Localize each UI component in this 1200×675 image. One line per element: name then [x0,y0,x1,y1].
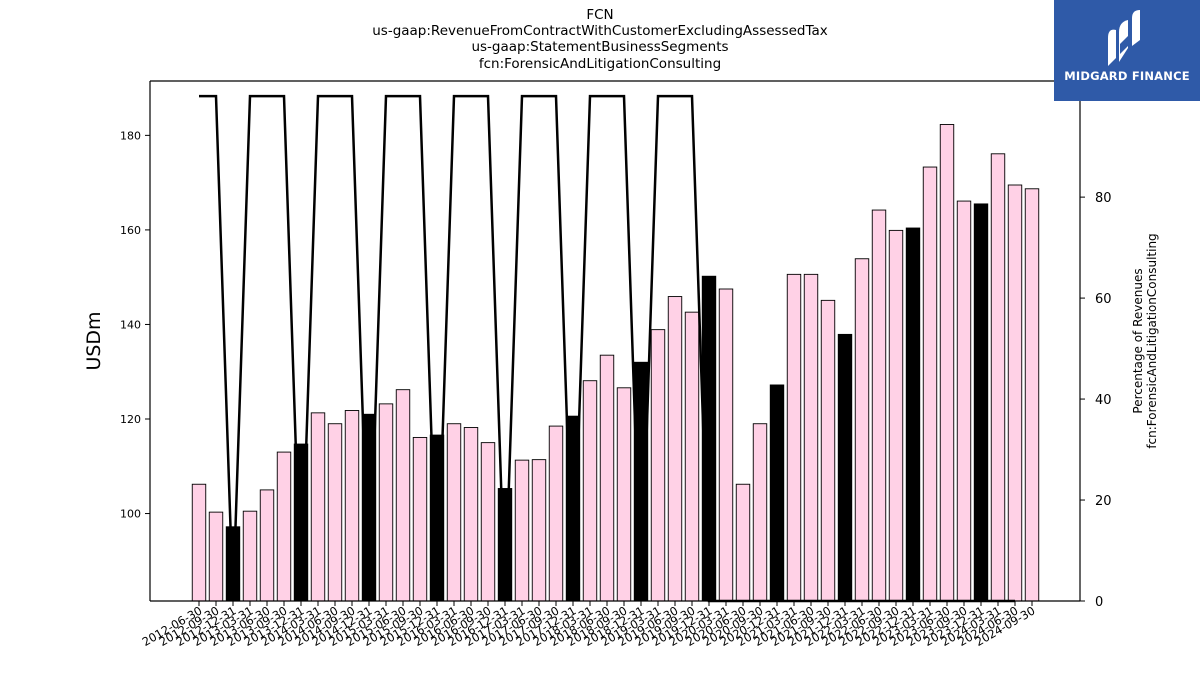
bar-2013-06-30 [259,489,275,602]
bar-2018-03-31 [582,380,598,602]
bar-2017-09-30 [548,425,564,602]
bar-2022-09-30 [888,229,904,602]
y-tick-label-right-20: 20 [1095,494,1112,509]
y-tick-label-right-0: 0 [1095,595,1103,610]
bar-2015-06-30 [395,389,411,602]
y-tick-label-left-180: 180 [120,129,141,142]
y-tick-label-right-80: 80 [1095,191,1112,206]
bar-2021-06-30 [803,273,819,602]
bar-2022-12-31 [905,227,921,602]
bar-2020-03-31 [718,288,734,602]
y-axis-label-right-line-2: fcn:ForensicAndLitigationConsulting [1145,233,1159,449]
logo-mark-icon [1108,10,1140,66]
bar-2014-09-30 [344,410,360,602]
y-tick-label-right-40: 40 [1095,393,1112,408]
bar-2020-12-31 [769,384,785,602]
bar-2016-06-30 [463,427,479,602]
bar-2022-06-30 [871,209,887,602]
y-axis-label-right: Percentage of Revenues fcn:ForensicAndLi… [1131,233,1159,448]
bar-2022-03-31 [854,258,870,602]
chart-title-line-3: us-gaap:StatementBusinessSegments [471,39,729,55]
bar-2020-09-30 [752,423,768,602]
bar-2016-09-30 [480,442,496,602]
bar-2018-09-30 [616,387,632,602]
bar-2013-03-31 [242,510,258,602]
bar-2014-06-30 [327,423,343,602]
y-tick-label-right-60: 60 [1095,292,1112,307]
chart-title-line-4: fcn:ForensicAndLitigationConsulting [478,56,722,72]
y-axis-label-left: USDm [83,311,105,371]
y-tick-label-left-140: 140 [120,318,141,331]
bar-2018-06-30 [599,354,615,602]
bar-2024-09-30 [1024,188,1040,602]
bar-2024-06-30 [1007,184,1023,602]
bar-2023-12-31 [973,203,989,602]
bar-2017-03-31 [514,459,530,602]
bar-2019-09-30 [684,311,700,602]
bar-2020-06-30 [735,483,751,602]
bar-2023-06-30 [939,124,955,602]
y-tick-label-left-160: 160 [120,224,141,237]
logo: MIDGARD FINANCE [1054,0,1200,101]
bar-2013-09-30 [276,451,292,602]
bar-2019-06-30 [667,296,683,602]
y-tick-label-left-120: 120 [120,413,141,426]
bar-2012-06-30 [191,483,207,602]
bar-2019-03-31 [650,329,666,602]
chart-title-line-2: us-gaap:RevenueFromContractWithCustomerE… [372,23,828,39]
axes-group: 1001201401601800204060801002012-06-30201… [120,80,1120,649]
bar-2023-03-31 [922,166,938,602]
y-axis-label-right-line-1: Percentage of Revenues [1131,268,1145,414]
bar-2021-12-31 [837,333,853,602]
bar-2014-03-31 [310,412,326,602]
y-tick-label-left-100: 100 [120,508,141,521]
chart-title-line-1: FCN [586,7,614,23]
bar-2017-06-30 [531,459,547,602]
bar-2015-03-31 [378,403,394,602]
bar-2021-03-31 [786,273,802,602]
bar-group [191,124,1040,602]
bar-2015-09-30 [412,436,428,602]
bar-2021-09-30 [820,299,836,602]
bar-2024-03-31 [990,153,1006,602]
bar-2012-09-30 [208,511,224,602]
logo-text: MIDGARD FINANCE [1064,69,1190,83]
bar-2023-09-30 [956,200,972,602]
bar-2016-03-31 [446,423,462,602]
